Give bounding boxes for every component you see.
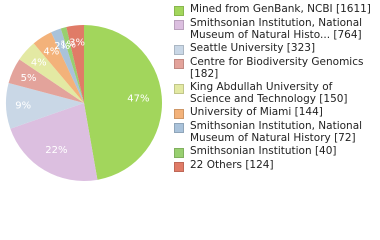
- legend-item: Smithsonian Institution, National Museum…: [174, 17, 374, 41]
- slice-label: 4%: [43, 47, 59, 58]
- pie-slice: [10, 103, 98, 181]
- legend-label: Smithsonian Institution, National Museum…: [190, 17, 363, 41]
- legend-label: Mined from GenBank, NCBI [1611]: [190, 3, 371, 15]
- pie-slice: [33, 32, 84, 103]
- legend-swatch: [174, 109, 184, 119]
- legend-item: University of Miami [144]: [174, 106, 374, 119]
- legend-swatch: [174, 59, 184, 69]
- slice-label: 5%: [21, 73, 37, 84]
- pie-slice: [5, 83, 84, 129]
- legend-label: Centre for Biodiversity Genomics [182]: [190, 56, 364, 80]
- slice-label: 1%: [60, 39, 76, 50]
- pie-slice: [19, 43, 84, 103]
- legend-swatch: [174, 162, 184, 172]
- legend-swatch: [174, 123, 184, 133]
- legend-label: Smithsonian Institution [40]: [190, 145, 337, 157]
- legend-item: Smithsonian Institution, National Museum…: [174, 120, 374, 144]
- pie-slice: [66, 25, 84, 103]
- slice-label: 9%: [15, 100, 31, 111]
- legend-swatch: [174, 148, 184, 158]
- slice-label: 22%: [45, 145, 67, 156]
- slice-label: 3%: [69, 38, 85, 49]
- slice-label: 4%: [31, 57, 47, 68]
- legend-label: Seattle University [323]: [190, 42, 316, 54]
- legend: Mined from GenBank, NCBI [1611] Smithsoni…: [174, 3, 374, 174]
- legend-item: King Abdullah University of Science and …: [174, 81, 374, 105]
- slice-label: 47%: [127, 93, 149, 104]
- pie-slice: [60, 27, 84, 104]
- legend-label: 22 Others [124]: [190, 159, 274, 171]
- legend-item: 22 Others [124]: [174, 159, 374, 172]
- legend-label: King Abdullah University of Science and …: [190, 81, 348, 105]
- pie-slice: [8, 59, 84, 103]
- legend-swatch: [174, 20, 184, 30]
- legend-swatch: [174, 45, 184, 55]
- legend-item: Centre for Biodiversity Genomics [182]: [174, 56, 374, 80]
- legend-swatch: [174, 84, 184, 94]
- legend-swatch: [174, 6, 184, 16]
- pie-slice: [51, 28, 84, 103]
- pie-slice: [84, 25, 163, 180]
- legend-item: Smithsonian Institution [40]: [174, 145, 374, 158]
- slice-label: 2%: [54, 41, 70, 52]
- legend-label: University of Miami [144]: [190, 106, 323, 118]
- pie: 47%22%9%5%4%4%2%1%3%: [5, 25, 163, 181]
- legend-label: Smithsonian Institution, National Museum…: [190, 120, 363, 144]
- legend-item: Mined from GenBank, NCBI [1611]: [174, 3, 374, 16]
- legend-item: Seattle University [323]: [174, 42, 374, 55]
